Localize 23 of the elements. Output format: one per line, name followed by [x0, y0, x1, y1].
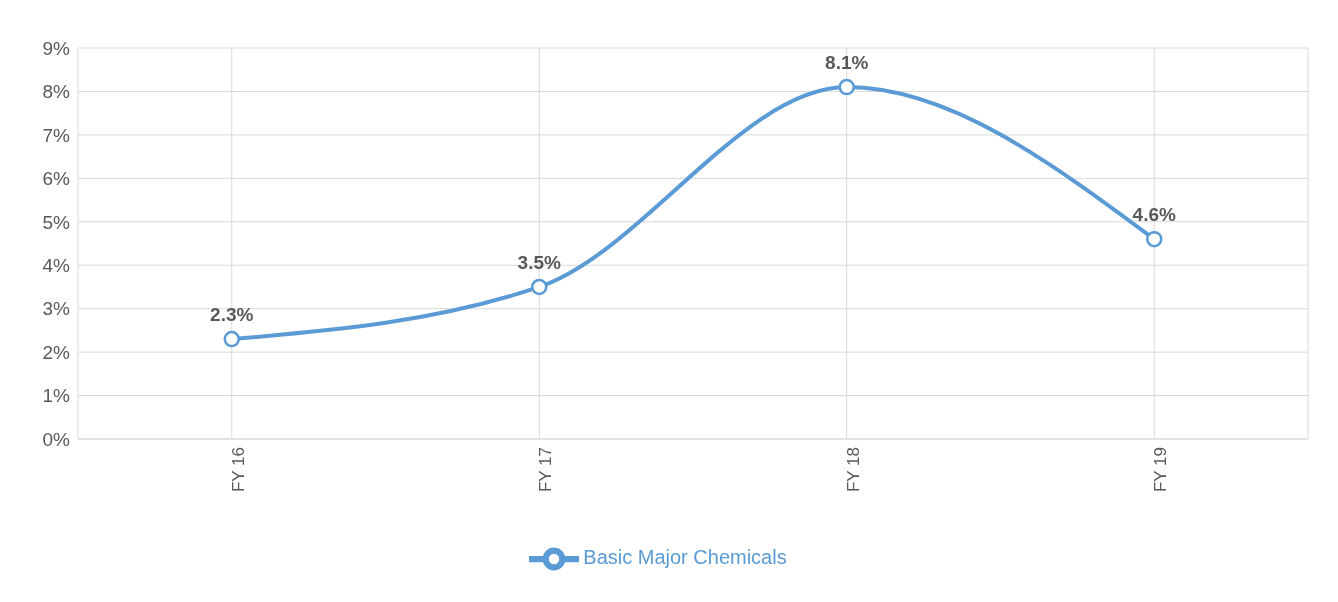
- y-tick-label: 9%: [42, 37, 71, 59]
- data-label: 3.5%: [517, 251, 562, 273]
- data-label: 4.6%: [1132, 204, 1177, 226]
- y-tick-label: 8%: [42, 81, 71, 103]
- point: [223, 330, 240, 348]
- legend-label: Basic Major Chemicals: [583, 546, 787, 569]
- point: [531, 278, 548, 296]
- data-label: 2.3%: [210, 304, 254, 326]
- x-tick-label: FY 18: [843, 447, 863, 493]
- point: [838, 78, 855, 96]
- x-tick-label: FY 19: [1151, 447, 1171, 493]
- y-tick-label: 4%: [42, 254, 71, 276]
- y-tick-label: 6%: [42, 168, 71, 190]
- y-tick-label: 1%: [42, 385, 71, 407]
- data-label: 8.1%: [825, 52, 869, 74]
- y-tick-label: 5%: [42, 211, 71, 233]
- y-tick-label: 0%: [42, 428, 71, 450]
- x-tick-label: FY 17: [536, 447, 556, 493]
- y-tick-label: 3%: [42, 298, 71, 320]
- x-tick-label: FY 16: [228, 447, 248, 493]
- y-tick-label: 7%: [42, 124, 71, 146]
- point: [1146, 230, 1163, 248]
- y-tick-label: 2%: [42, 341, 71, 363]
